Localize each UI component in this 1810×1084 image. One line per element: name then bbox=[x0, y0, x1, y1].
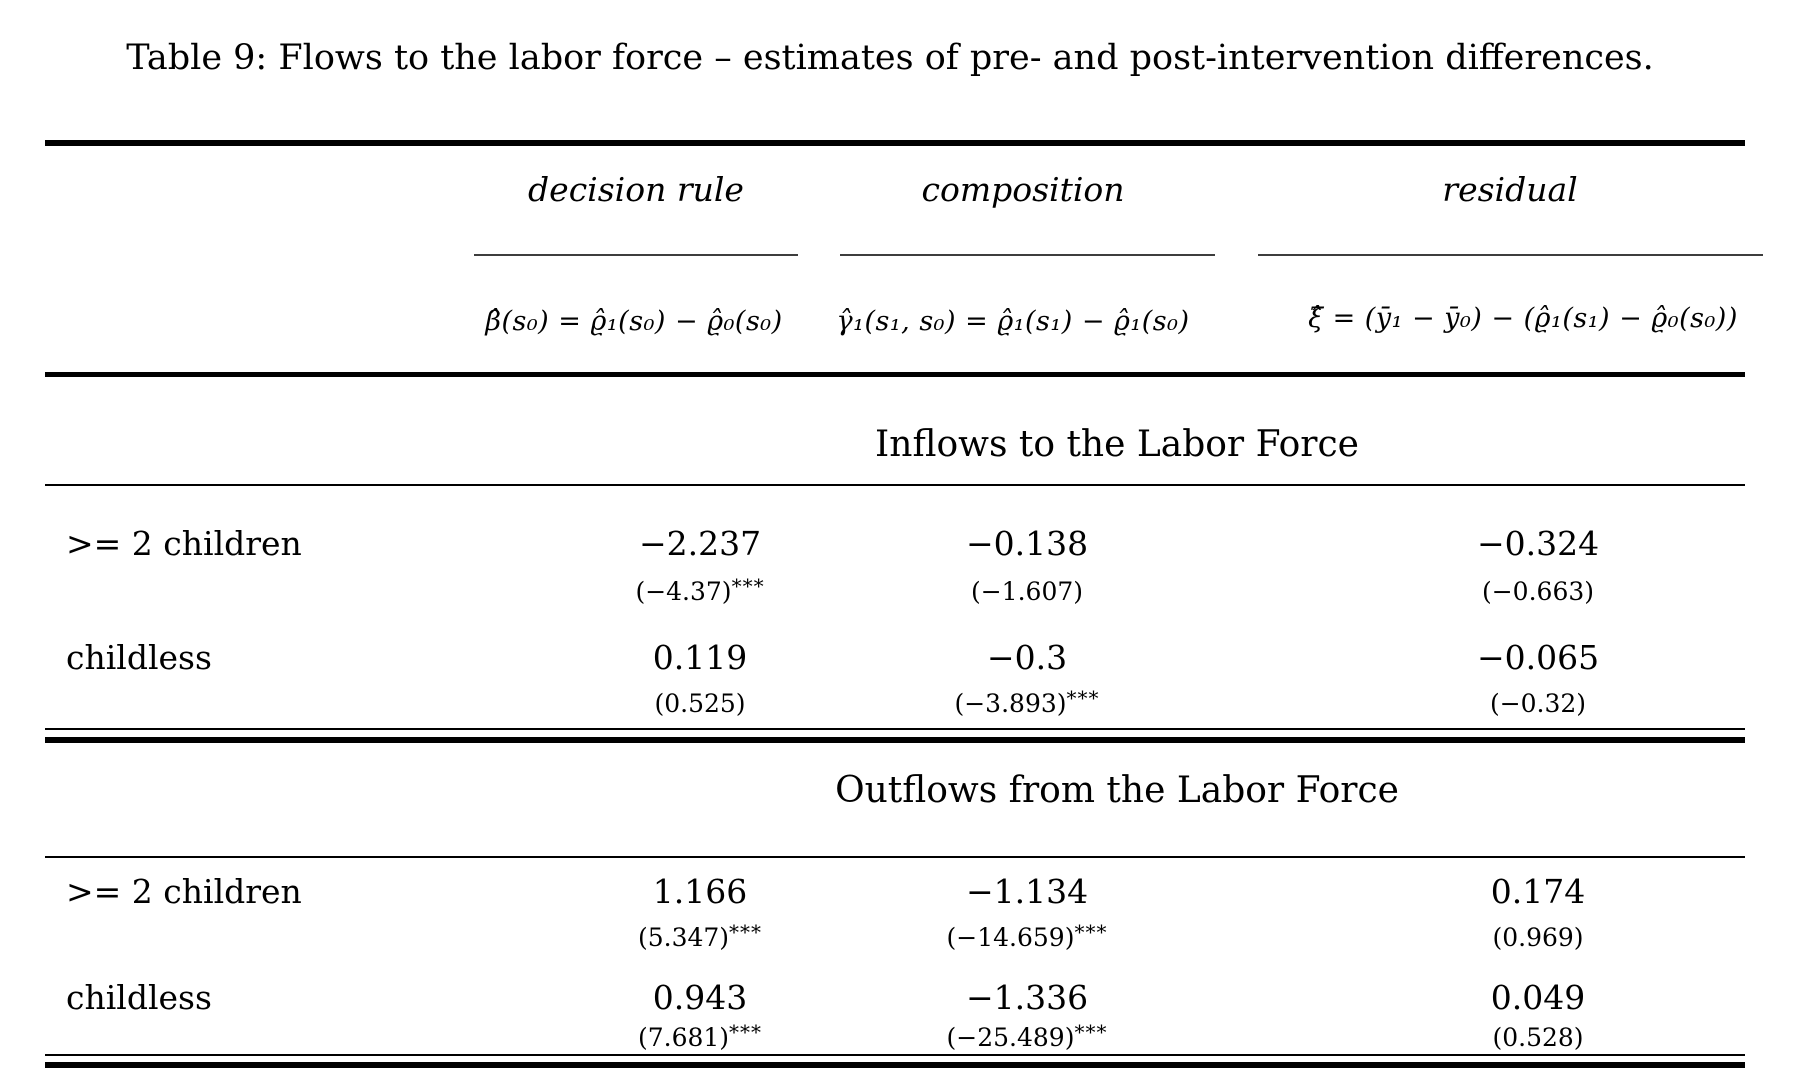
section-title-outflows: Outflows from the Labor Force bbox=[835, 770, 1399, 811]
formula-composition: γ̂₁(s₁, s₀) = ϱ̂₁(s₁) − ϱ̂₁(s₀) bbox=[836, 306, 1190, 337]
t-statistic: (0.525) bbox=[654, 686, 745, 719]
t-statistic: (−14.659)*** bbox=[947, 920, 1108, 953]
t-statistic: (−3.893)*** bbox=[954, 686, 1099, 719]
t-statistic: (−4.37)*** bbox=[635, 574, 764, 607]
t-value: (−1.607) bbox=[970, 577, 1084, 606]
t-statistic: (5.347)*** bbox=[638, 920, 762, 953]
t-value: (7.681) bbox=[637, 1023, 730, 1052]
t-statistic: (0.969) bbox=[1492, 920, 1583, 953]
row-label: childless bbox=[66, 978, 212, 1017]
t-value: (−25.489) bbox=[946, 1023, 1075, 1052]
cmidrule-residual bbox=[1258, 254, 1763, 256]
formula-decision-rule: β̂(s₀) = ϱ̂₁(s₀) − ϱ̂₀(s₀) bbox=[485, 306, 783, 337]
t-statistic: (−0.32) bbox=[1490, 686, 1586, 719]
estimate-value: −0.138 bbox=[965, 524, 1089, 563]
significance-stars: *** bbox=[729, 1020, 763, 1044]
row-label: >= 2 children bbox=[66, 524, 302, 563]
estimate-value: −1.134 bbox=[965, 872, 1089, 911]
t-value: (−0.663) bbox=[1481, 577, 1595, 606]
table-caption: Table 9: Flows to the labor force – esti… bbox=[126, 38, 1654, 78]
estimate-value: 0.943 bbox=[652, 978, 748, 1017]
t-statistic: (0.528) bbox=[1492, 1020, 1583, 1053]
t-value: (0.528) bbox=[1492, 1023, 1584, 1052]
row-label: childless bbox=[66, 638, 212, 677]
estimate-value: −1.336 bbox=[965, 978, 1089, 1017]
cmidrule-decision-rule bbox=[474, 254, 798, 256]
inflows-title-rule bbox=[45, 484, 1745, 486]
t-statistic: (−1.607) bbox=[971, 574, 1083, 607]
t-value: (−4.37) bbox=[635, 577, 732, 606]
t-value: (−14.659) bbox=[946, 923, 1075, 952]
t-value: (−0.32) bbox=[1489, 689, 1587, 718]
column-header-decision-rule: decision rule bbox=[528, 170, 744, 209]
significance-stars: *** bbox=[1074, 1020, 1108, 1044]
significance-stars: *** bbox=[1066, 686, 1100, 710]
t-value: (−3.893) bbox=[954, 689, 1067, 718]
bottom-rule-thick bbox=[45, 1062, 1745, 1068]
estimate-value: 0.049 bbox=[1490, 978, 1586, 1017]
estimate-value: 1.166 bbox=[652, 872, 748, 911]
inflows-end-rule-thin bbox=[45, 728, 1745, 730]
estimate-value: −0.065 bbox=[1476, 638, 1600, 677]
bottom-rule-thin bbox=[45, 1054, 1745, 1056]
row-label: >= 2 children bbox=[66, 872, 302, 911]
t-statistic: (−25.489)*** bbox=[947, 1020, 1108, 1053]
section-title-inflows: Inflows to the Labor Force bbox=[875, 424, 1359, 465]
column-header-residual: residual bbox=[1442, 170, 1578, 209]
significance-stars: *** bbox=[731, 574, 765, 598]
t-statistic: (7.681)*** bbox=[638, 1020, 762, 1053]
estimate-value: −0.3 bbox=[986, 638, 1068, 677]
header-bottom-rule bbox=[45, 372, 1745, 377]
estimate-value: 0.119 bbox=[652, 638, 748, 677]
estimate-value: 0.174 bbox=[1490, 872, 1586, 911]
inflows-end-rule-thick bbox=[45, 737, 1745, 743]
formula-residual: ξ̂ = (ȳ₁ − ȳ₀) − (ϱ̂₁(s₁) − ϱ̂₀(s₀)) bbox=[1308, 303, 1738, 334]
estimate-value: −2.237 bbox=[638, 524, 762, 563]
significance-stars: *** bbox=[729, 920, 763, 944]
t-value: (0.525) bbox=[654, 689, 746, 718]
cmidrule-composition bbox=[840, 254, 1215, 256]
t-statistic: (−0.663) bbox=[1482, 574, 1594, 607]
outflows-title-rule bbox=[45, 856, 1745, 858]
t-value: (5.347) bbox=[637, 923, 730, 952]
estimate-value: −0.324 bbox=[1476, 524, 1600, 563]
t-value: (0.969) bbox=[1492, 923, 1584, 952]
significance-stars: *** bbox=[1074, 920, 1108, 944]
top-rule bbox=[45, 140, 1745, 146]
column-header-composition: composition bbox=[921, 170, 1125, 209]
